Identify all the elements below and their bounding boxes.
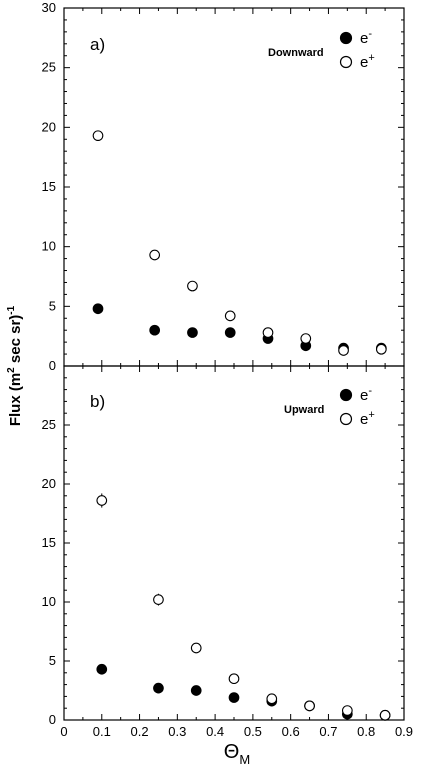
positron-point [341, 705, 353, 716]
plot-frame [63, 365, 405, 721]
positron-point [149, 249, 161, 261]
y-tick-label: 20 [42, 119, 56, 134]
positron-point [266, 693, 278, 705]
electron-point [190, 685, 202, 696]
y-tick-label: 0 [49, 712, 56, 727]
positron-point [187, 280, 198, 292]
direction-label: Upward [284, 404, 324, 416]
electron-point [187, 327, 198, 338]
y-tick-label: 15 [42, 535, 56, 550]
y-tick-label: 10 [42, 239, 56, 254]
y-tick-label: 0 [49, 358, 56, 373]
panel-a: 0 5 10 15 20 25 30 a) Downward e-e+ [42, 0, 405, 373]
y-axis-title: Flux (m2 sec sr)-1 [6, 305, 24, 426]
positron-point [375, 343, 387, 355]
x-tick-label: 0.1 [93, 724, 111, 739]
positron-point [338, 345, 349, 356]
direction-label: Downward [268, 47, 324, 59]
positron-point [153, 594, 164, 605]
y-tick-label: 25 [42, 417, 56, 432]
x-tick-label: 0.5 [244, 724, 262, 739]
legend-marker [339, 31, 353, 45]
positron-point [228, 673, 240, 685]
x-tick-label: 0.7 [319, 724, 337, 739]
panel-b: 0 5 10 15 20 25 0 0.1 0.2 0.3 0.4 0.5 0.6 0.7 0.8 0.9 b)… [42, 365, 413, 739]
legend-label: e- [360, 28, 372, 47]
positron-point [92, 130, 104, 142]
y-tick-label: 25 [42, 60, 56, 75]
legend-marker [339, 388, 353, 402]
legend-label: e+ [360, 52, 375, 71]
x-tick-label: 0 [60, 724, 67, 739]
panel-label: a) [90, 35, 105, 54]
electron-point [228, 692, 240, 703]
panel-label: b) [90, 392, 105, 411]
positron-point [262, 327, 274, 338]
legend-marker [339, 412, 353, 426]
x-tick-label: 0.8 [357, 724, 375, 739]
legend-marker [339, 55, 353, 69]
x-tick-label: 0.2 [131, 724, 149, 739]
positron-point [96, 495, 108, 506]
positron-point [304, 700, 315, 712]
electron-point [149, 324, 161, 336]
y-tick-label: 20 [42, 476, 56, 491]
y-tick-label: 5 [49, 298, 56, 313]
y-tick-label: 15 [42, 179, 56, 194]
x-tick-label: 0.6 [282, 724, 300, 739]
y-tick-label: 10 [42, 594, 56, 609]
x-axis-title: ΘM [224, 741, 250, 767]
positron-point [190, 642, 202, 654]
electron-point [224, 327, 236, 338]
x-tick-label: 0.3 [168, 724, 186, 739]
positron-point [224, 310, 236, 322]
x-tick-label: 0.4 [206, 724, 224, 739]
legend-label: e- [360, 385, 372, 404]
legend-label: e+ [360, 409, 375, 428]
positron-point [379, 709, 391, 721]
y-tick-label: 30 [42, 0, 56, 15]
positron-point [300, 333, 312, 344]
electron-point [153, 682, 164, 694]
electron-point [96, 663, 108, 675]
x-tick-label: 0.9 [395, 724, 413, 739]
y-tick-label: 5 [49, 653, 56, 668]
electron-point [92, 303, 104, 315]
